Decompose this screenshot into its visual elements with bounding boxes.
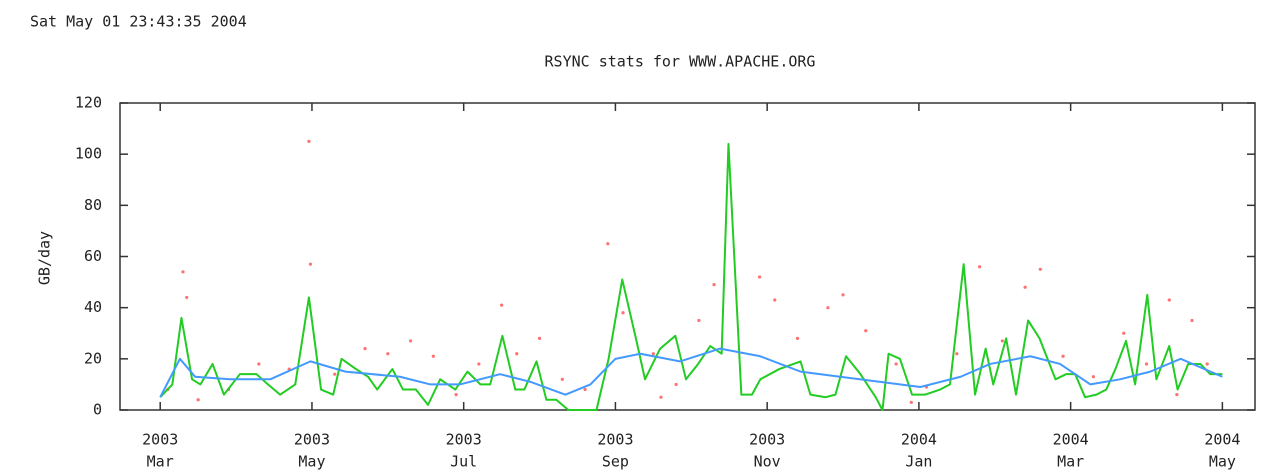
x-tick-label: 2003 <box>749 431 785 449</box>
data-point <box>1122 331 1126 335</box>
data-point <box>621 311 625 315</box>
data-point <box>560 377 564 381</box>
x-tick-label: 2004 <box>1204 431 1240 449</box>
y-axis-label: GB/day <box>36 231 54 285</box>
data-point <box>977 265 982 269</box>
data-point <box>864 329 868 333</box>
x-tick-label: 2004 <box>901 431 937 449</box>
data-point <box>500 303 504 307</box>
data-point <box>712 283 716 287</box>
data-point <box>606 242 610 246</box>
data-point <box>795 336 800 340</box>
y-tick-label: 40 <box>84 298 102 316</box>
data-point <box>1175 393 1179 397</box>
data-point <box>1023 285 1027 289</box>
x-tick-label: 2003 <box>294 431 330 449</box>
data-point <box>1167 298 1171 302</box>
data-point <box>697 318 701 323</box>
data-point <box>1000 339 1004 343</box>
x-tick-label: Jan <box>905 453 932 471</box>
data-line <box>159 142 1223 411</box>
data-point <box>1205 362 1209 366</box>
x-tick-label: Mar <box>147 453 174 471</box>
y-tick-label: 20 <box>84 349 102 367</box>
data-point <box>659 395 663 399</box>
data-point <box>583 387 587 392</box>
chart-title: RSYNC stats for WWW.APACHE.ORG <box>545 53 816 71</box>
x-tick-label: Jul <box>450 453 477 471</box>
data-point <box>651 352 655 356</box>
data-point <box>537 336 542 340</box>
data-point <box>181 270 185 274</box>
data-point <box>454 393 458 397</box>
data-point <box>773 298 777 302</box>
data-point <box>185 295 189 300</box>
data-point <box>308 262 313 266</box>
x-tick-label: 2003 <box>597 431 633 449</box>
y-tick-label: 60 <box>84 247 102 265</box>
data-point <box>477 362 481 366</box>
x-tick-label: 2003 <box>446 431 482 449</box>
data-point <box>386 352 390 356</box>
data-point <box>257 362 261 366</box>
data-point <box>757 275 762 279</box>
x-tick-label: 2003 <box>142 431 178 449</box>
data-point <box>1038 267 1042 271</box>
data-line <box>159 347 1223 398</box>
data-point <box>1190 318 1194 323</box>
plot-frame <box>119 102 1256 411</box>
data-point <box>1061 354 1065 358</box>
data-point <box>955 352 959 356</box>
data-point <box>841 293 845 297</box>
data-point <box>515 352 519 356</box>
data-point <box>408 339 413 343</box>
data-point <box>333 372 337 376</box>
data-point <box>674 382 678 387</box>
x-tick-label: 2004 <box>1053 431 1089 449</box>
data-point <box>909 400 913 404</box>
data-point <box>826 306 830 310</box>
data-point <box>1144 362 1149 366</box>
data-point <box>894 362 898 366</box>
data-point <box>307 139 311 143</box>
y-tick-label: 120 <box>75 94 102 112</box>
timestamp: Sat May 01 23:43:35 2004 <box>30 13 247 31</box>
y-tick-label: 100 <box>75 145 102 163</box>
x-tick-label: May <box>298 453 325 471</box>
data-point <box>1091 375 1095 379</box>
data-point <box>363 347 367 351</box>
data-point <box>431 354 435 358</box>
y-tick-label: 0 <box>93 401 102 419</box>
data-point <box>196 398 200 402</box>
x-tick-label: Mar <box>1057 453 1084 471</box>
x-tick-label: Nov <box>754 453 781 471</box>
x-tick-label: May <box>1209 453 1236 471</box>
x-tick-label: Sep <box>602 453 629 471</box>
y-tick-label: 80 <box>84 196 102 214</box>
